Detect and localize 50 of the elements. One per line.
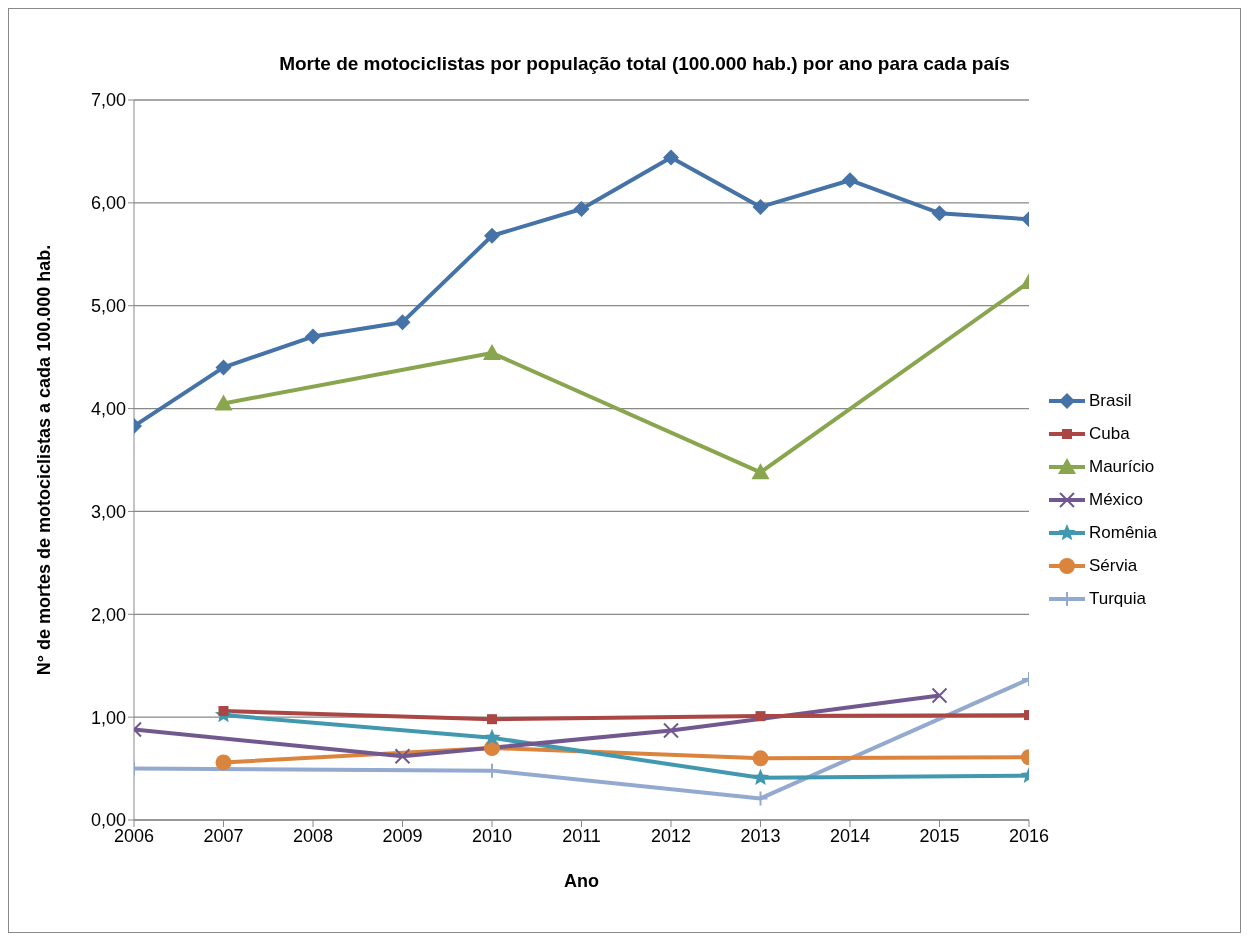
point: [305, 328, 321, 345]
legend-label: Sérvia: [1089, 556, 1138, 576]
legend-label: Turquia: [1089, 589, 1147, 609]
x-tick-label: 2016: [1008, 825, 1050, 846]
point: [394, 314, 411, 331]
point: [931, 205, 948, 222]
y-tick-label: 7,00: [90, 90, 126, 111]
point: [752, 198, 769, 215]
x-tick-label: 2012: [650, 825, 692, 846]
legend-label: México: [1089, 490, 1143, 510]
y-tick-label: 5,00: [90, 296, 126, 317]
point: [394, 748, 411, 765]
x-tick-label: 2015: [919, 825, 960, 846]
legend-label: Cuba: [1089, 424, 1130, 444]
x-tick-label: 2014: [829, 825, 871, 846]
x-tick-label: 2007: [203, 825, 244, 846]
point: [215, 754, 232, 771]
x-axis-title: Ano: [564, 871, 599, 891]
x-tick-label: 2011: [562, 825, 601, 846]
point: [218, 705, 229, 716]
point: [484, 227, 500, 244]
point: [842, 172, 858, 189]
x-tick-label: 2013: [740, 825, 781, 846]
y-tick-label: 3,00: [90, 501, 126, 522]
point: [663, 149, 679, 166]
point: [483, 728, 501, 745]
x-tick-label: 2010: [471, 825, 513, 846]
point: [483, 344, 501, 361]
x-tick-label: 2009: [382, 825, 423, 846]
point: [573, 201, 590, 218]
point: [751, 463, 770, 480]
y-tick-label: 6,00: [90, 193, 126, 214]
x-tick-label: 2006: [113, 825, 155, 846]
y-axis-title: N° de mortes de motociclistas a cada 100.000 hab.: [34, 244, 55, 676]
legend-label: Brasil: [1089, 391, 1132, 411]
x-tick-label: 2008: [292, 825, 334, 846]
point: [752, 750, 769, 767]
y-tick-label: 1,00: [90, 707, 126, 728]
legend-label: Maurício: [1089, 457, 1155, 477]
point: [931, 687, 948, 704]
point: [751, 768, 770, 786]
point: [755, 711, 766, 722]
y-tick-label: 4,00: [90, 398, 126, 419]
point: [215, 359, 232, 376]
point: [214, 394, 233, 411]
chart-title: Morte de motociclistas por população total (100.000 hab.) por ano para cada país: [278, 53, 1011, 75]
point: [663, 722, 679, 739]
y-tick-label: 2,00: [90, 604, 126, 625]
point: [487, 714, 497, 725]
legend-label: Romênia: [1089, 523, 1158, 543]
